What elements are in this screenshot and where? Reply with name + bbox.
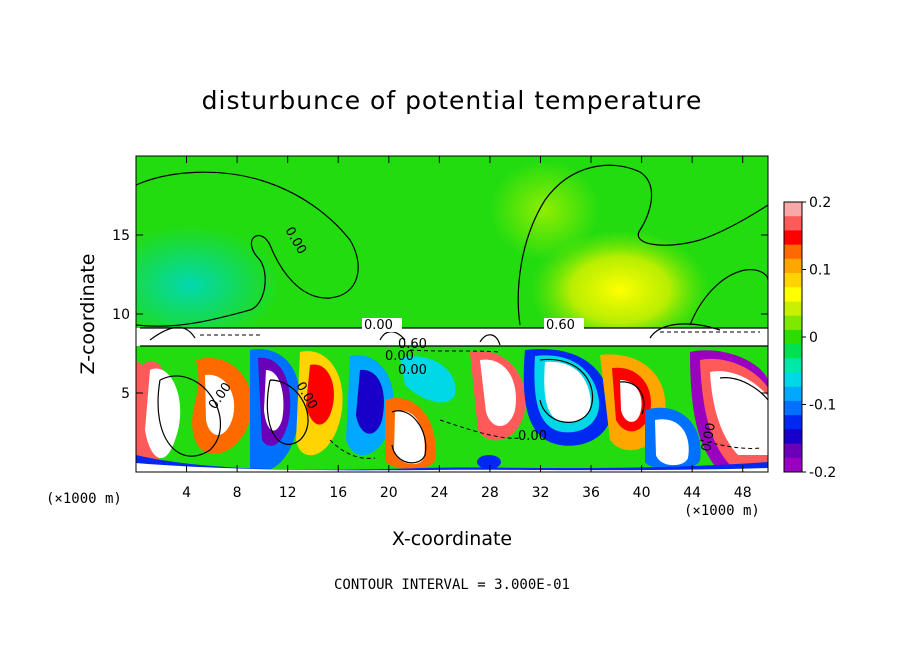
x-tick-label: 20: [380, 485, 398, 501]
x-tick-label: 4: [182, 485, 191, 501]
colorbar-swatch: [784, 301, 802, 317]
colorbar-swatch: [784, 415, 802, 430]
x-tick-label: 28: [481, 485, 499, 501]
chart-title: disturbunce of potential temperature: [201, 86, 703, 115]
x-tick-label: 48: [734, 485, 752, 501]
colorbar-swatch: [784, 329, 802, 345]
colorbar-swatch: [784, 457, 802, 473]
y-tick-label: 10: [112, 307, 130, 323]
contour-label: 0.60: [546, 318, 575, 333]
x-axis-label: X-coordinate: [391, 528, 513, 550]
y-tick-label: 15: [112, 228, 130, 244]
y-tick-label: 5: [121, 386, 130, 402]
colorbar-swatch: [784, 315, 802, 331]
colorbar: 0.2 0.1 0 -0.1 -0.2: [783, 195, 836, 481]
inversion-layer: [136, 328, 768, 346]
colorbar-swatch: [784, 386, 802, 402]
colorbar-swatch: [784, 244, 802, 260]
contour-label: 0.60: [398, 337, 427, 352]
x-tick-label: 44: [683, 485, 701, 501]
colorbar-swatch: [784, 344, 802, 359]
warm-anomaly-upper: [490, 160, 600, 260]
x-unit-right: (×1000 m): [684, 503, 760, 519]
x-tick-label: 8: [233, 485, 242, 501]
colorbar-swatch: [784, 429, 802, 445]
contour-label: 0.00: [364, 318, 393, 333]
colorbar-swatch: [784, 216, 802, 231]
colorbar-swatch: [784, 372, 802, 388]
colorbar-tick-label: 0.2: [809, 195, 831, 211]
colorbar-swatch: [784, 358, 802, 374]
colorbar-tick-label: -0.2: [809, 465, 836, 481]
contour-label: 0.00: [518, 429, 547, 444]
colorbar-swatch: [784, 287, 802, 302]
x-tick-label: 36: [582, 485, 600, 501]
colorbar-swatch: [784, 273, 802, 288]
colorbar-swatch: [784, 258, 802, 274]
colorbar-tick-label: 0: [809, 330, 818, 346]
contour-interval-note: CONTOUR INTERVAL = 3.000E-01: [333, 577, 570, 593]
contour-lines: [136, 164, 768, 464]
colorbar-swatch: [784, 202, 802, 217]
x-unit-left: (×1000 m): [46, 491, 122, 507]
x-tick-label: 16: [329, 485, 347, 501]
contour-label: 0.00: [385, 349, 414, 364]
y-axis: 5 10 15: [112, 228, 768, 402]
plot-field: 0.00 0.00 0.60 0.00 0.60 0.00 0.00 0.00 …: [136, 156, 768, 472]
colorbar-tick-label: 0.1: [809, 263, 831, 279]
cool-anomaly-left: [136, 225, 280, 345]
x-tick-label: 12: [279, 485, 297, 501]
colorbar-tick-label: -0.1: [809, 398, 836, 414]
colorbar-swatch: [784, 400, 802, 416]
x-tick-label: 24: [430, 485, 448, 501]
contour-label: 0.00: [398, 363, 427, 378]
negative-contours: [200, 331, 761, 459]
x-tick-label: 40: [633, 485, 651, 501]
contour-label-group: 0.00 0.00 0.60 0.00 0.60 0.00 0.00 0.00 …: [206, 225, 719, 453]
contour-label: 0.00: [699, 422, 719, 453]
x-tick-label: 32: [532, 485, 550, 501]
colorbar-swatch: [784, 230, 802, 246]
turbulent-eddies: [136, 349, 768, 472]
colorbar-swatch: [784, 443, 802, 459]
x-axis: 4 8 12 16 20 24 28 32 36 40 44 48: [182, 156, 752, 501]
